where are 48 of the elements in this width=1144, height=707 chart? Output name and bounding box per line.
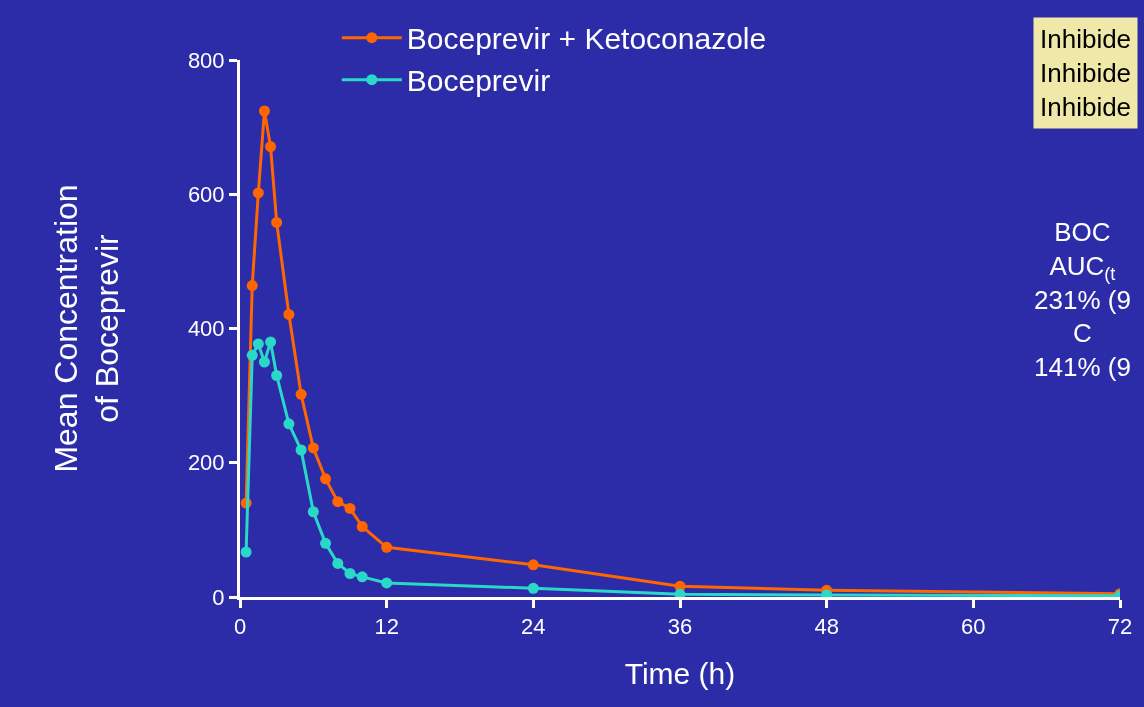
y-axis-title: Mean Concentration of Boceprevir xyxy=(47,184,126,473)
point xyxy=(283,418,295,430)
point xyxy=(271,216,283,228)
x-tick-label: 24 xyxy=(521,614,546,640)
point xyxy=(295,388,307,400)
point xyxy=(258,105,270,117)
point xyxy=(381,541,393,553)
y-tick-label: 400 xyxy=(187,316,225,342)
x-tick-label: 48 xyxy=(814,614,839,640)
y-tick-label: 600 xyxy=(187,181,225,207)
point xyxy=(320,537,332,549)
point xyxy=(356,521,368,533)
point xyxy=(527,559,539,571)
point xyxy=(344,502,356,514)
x-tick-label: 12 xyxy=(374,614,399,640)
point xyxy=(283,308,295,320)
annotation: Inhibide Inhibide Inhibide xyxy=(1040,24,1132,122)
point xyxy=(674,588,686,597)
point xyxy=(271,369,283,381)
point xyxy=(527,582,539,594)
x-tick-label: 36 xyxy=(667,614,693,640)
point xyxy=(344,568,356,580)
y-tick-label: 0 xyxy=(212,584,225,610)
point xyxy=(246,349,258,361)
point xyxy=(258,356,270,368)
point xyxy=(381,577,393,589)
point xyxy=(265,141,277,153)
point xyxy=(332,557,344,569)
point xyxy=(320,473,332,485)
point xyxy=(252,338,264,350)
y-tick-label: 200 xyxy=(187,450,225,476)
x-tick-label: 60 xyxy=(961,614,986,640)
point xyxy=(307,442,319,454)
point xyxy=(246,280,258,292)
point xyxy=(265,336,277,348)
point xyxy=(240,546,252,558)
x-axis-title: Time (h) xyxy=(624,656,736,690)
point xyxy=(307,506,319,518)
legend-label: Boceprevir xyxy=(406,64,551,98)
y-tick-label: 800 xyxy=(187,47,225,73)
legend-label: Boceprevir + Ketoconazole xyxy=(406,22,767,56)
point xyxy=(295,444,307,456)
point xyxy=(332,496,344,508)
x-tick-label: 0 xyxy=(233,614,247,640)
annotation: BOC AUC$_{(t}$ 231% (9 C 141% (9 xyxy=(1034,217,1131,383)
x-tick-label: 72 xyxy=(1107,614,1133,640)
point xyxy=(252,187,264,199)
point xyxy=(356,571,368,583)
